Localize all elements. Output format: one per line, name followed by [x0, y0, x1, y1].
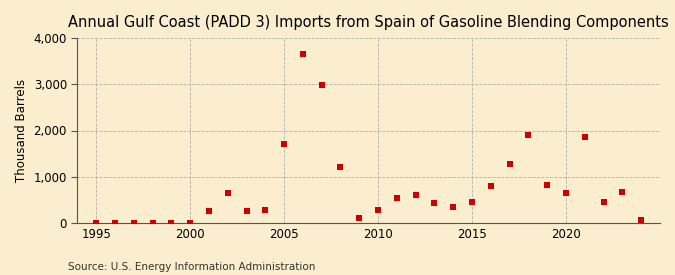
Point [298, 52, 308, 56]
Point [504, 161, 515, 166]
Point [354, 216, 364, 221]
Point [523, 133, 534, 137]
Point [373, 208, 383, 213]
Point [147, 221, 158, 225]
Point [166, 221, 177, 225]
Point [598, 199, 609, 204]
Point [241, 209, 252, 214]
Title: Annual Gulf Coast (PADD 3) Imports from Spain of Gasoline Blending Components: Annual Gulf Coast (PADD 3) Imports from … [68, 15, 669, 30]
Point [448, 205, 458, 209]
Point [542, 183, 553, 187]
Point [466, 199, 477, 204]
Point [485, 184, 496, 188]
Point [429, 200, 440, 205]
Point [335, 164, 346, 169]
Point [109, 221, 120, 225]
Point [279, 142, 290, 147]
Point [410, 193, 421, 197]
Y-axis label: Thousand Barrels: Thousand Barrels [15, 79, 28, 182]
Point [561, 191, 572, 196]
Point [392, 196, 402, 200]
Point [222, 191, 233, 195]
Point [90, 221, 101, 225]
Point [185, 221, 196, 225]
Point [260, 208, 271, 212]
Text: Source: U.S. Energy Information Administration: Source: U.S. Energy Information Administ… [68, 262, 315, 272]
Point [204, 209, 215, 214]
Point [317, 83, 327, 87]
Point [128, 221, 139, 225]
Point [579, 135, 590, 140]
Point [617, 190, 628, 195]
Point [636, 218, 647, 222]
